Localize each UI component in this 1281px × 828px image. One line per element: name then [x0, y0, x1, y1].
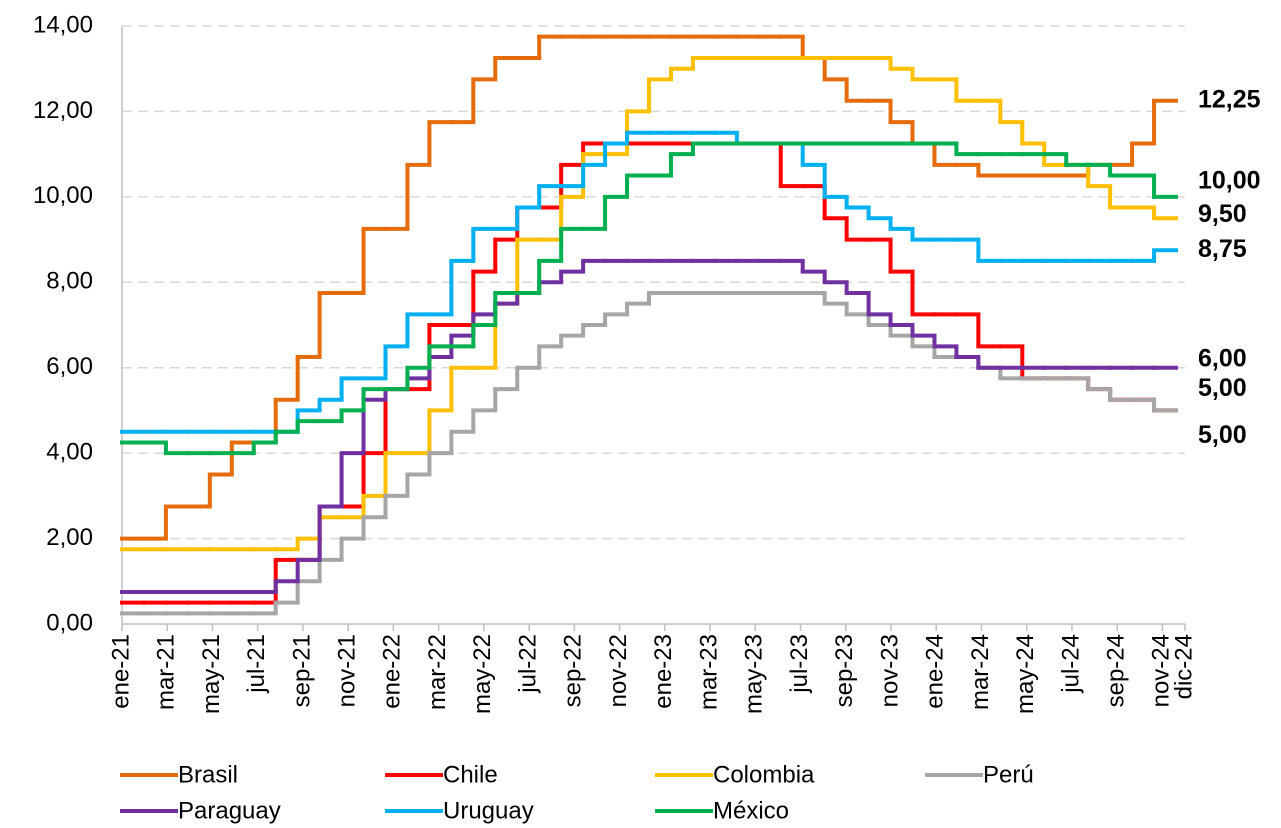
- y-tick-label: 10,00: [33, 182, 93, 209]
- x-tick-label: jul-22: [514, 634, 541, 694]
- y-tick-label: 8,00: [46, 268, 93, 295]
- x-tick-label: nov-24: [1148, 634, 1175, 707]
- x-tick-label: ene-22: [379, 634, 406, 709]
- x-tick-label: sep-23: [831, 634, 858, 707]
- x-tick-label: ene-23: [650, 634, 677, 709]
- end-value-label: 6,00: [1198, 344, 1247, 372]
- x-tick-label: sep-22: [560, 634, 587, 707]
- x-tick-label: may-24: [1012, 634, 1039, 714]
- x-tick-label: mar-23: [695, 634, 722, 710]
- x-tick-label: dic-24: [1170, 634, 1197, 699]
- x-tick-label: may-21: [198, 634, 225, 714]
- x-tick-label: jul-21: [243, 634, 270, 694]
- legend-label: Uruguay: [443, 797, 534, 824]
- y-tick-label: 2,00: [46, 524, 93, 551]
- y-tick-label: 12,00: [33, 97, 93, 124]
- x-tick-label: may-23: [741, 634, 768, 714]
- legend-label: Brasil: [178, 761, 238, 788]
- y-tick-label: 0,00: [46, 609, 93, 636]
- end-value-label: 12,25: [1198, 85, 1261, 113]
- y-tick-label: 4,00: [46, 438, 93, 465]
- x-tick-label: jul-24: [1057, 634, 1084, 694]
- y-tick-label: 6,00: [46, 353, 93, 380]
- y-tick-label: 14,00: [33, 11, 93, 38]
- legend-label: Paraguay: [178, 797, 281, 824]
- x-tick-label: nov-21: [334, 634, 361, 707]
- x-tick-label: sep-21: [288, 634, 315, 707]
- x-tick-label: mar-22: [424, 634, 451, 710]
- x-tick-label: mar-24: [967, 634, 994, 710]
- x-tick-label: nov-23: [876, 634, 903, 707]
- x-tick-label: ene-24: [922, 634, 949, 709]
- x-tick-label: mar-21: [153, 634, 180, 710]
- end-value-label: 5,00: [1198, 421, 1247, 449]
- x-tick-label: sep-24: [1102, 634, 1129, 707]
- end-value-label: 8,75: [1198, 235, 1247, 263]
- end-value-label: 10,00: [1198, 166, 1261, 194]
- x-tick-label: may-22: [469, 634, 496, 714]
- legend-label: Chile: [443, 761, 498, 788]
- legend-label: Colombia: [713, 761, 815, 788]
- x-tick-label: jul-23: [786, 634, 813, 694]
- legend-label: Perú: [983, 761, 1034, 788]
- end-value-label: 5,00: [1198, 374, 1247, 402]
- x-tick-label: ene-21: [107, 634, 134, 709]
- legend-label: México: [713, 797, 789, 824]
- end-value-label: 9,50: [1198, 200, 1247, 228]
- x-tick-label: nov-22: [605, 634, 632, 707]
